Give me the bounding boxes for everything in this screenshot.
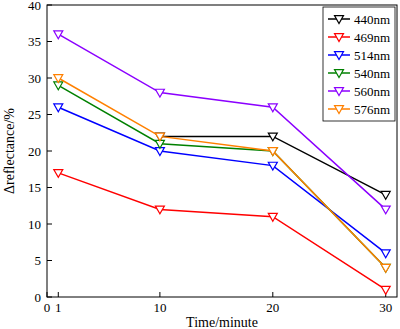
- marker: [268, 213, 277, 221]
- x-tick-label: 1: [55, 300, 62, 315]
- marker: [155, 206, 164, 214]
- y-tick-label: 15: [28, 180, 41, 195]
- data-group: [54, 31, 390, 294]
- x-tick: [159, 292, 160, 297]
- y-tick: [47, 151, 52, 152]
- marker: [268, 148, 277, 156]
- y-tick: [47, 260, 52, 261]
- legend-marker: [335, 16, 344, 24]
- y-tick: [47, 297, 52, 298]
- x-tick-label: 10: [153, 300, 166, 315]
- legend-label: 560nm: [354, 84, 390, 99]
- x-tick: [58, 292, 59, 297]
- x-tick-label: 30: [379, 300, 392, 315]
- marker: [268, 104, 277, 112]
- y-tick: [47, 114, 52, 115]
- y-tick: [47, 41, 52, 42]
- marker: [268, 133, 277, 141]
- y-tick-label: 0: [35, 290, 42, 305]
- legend-label: 576nm: [354, 102, 390, 117]
- x-tick: [272, 292, 273, 297]
- y-tick-label: 5: [35, 253, 42, 268]
- legend: 440nm 469nm 514nm 540nm 560nm 576nm: [323, 7, 395, 121]
- y-tick: [47, 224, 52, 225]
- y-axis-label: Δreflectance/%: [2, 108, 17, 194]
- marker: [381, 286, 390, 294]
- marker: [54, 170, 63, 178]
- y-tick-label: 30: [28, 71, 41, 86]
- y-tick-label: 25: [28, 107, 41, 122]
- marker: [54, 104, 63, 112]
- legend-label: 540nm: [354, 66, 390, 81]
- plot-frame: [47, 5, 397, 297]
- legend-label: 469nm: [354, 30, 390, 45]
- chart: 0 5 10 15 20 25 30 35 40 01 10 20 30 Time/minute Δrefl…: [0, 0, 400, 329]
- marker: [54, 75, 63, 83]
- legend-marker: [335, 88, 344, 96]
- legend-marker: [335, 70, 344, 78]
- y-tick: [47, 187, 52, 188]
- marker: [381, 250, 390, 258]
- y-tick-label: 35: [28, 34, 41, 49]
- legend-marker: [335, 106, 344, 114]
- y-tick-label: 20: [28, 144, 41, 159]
- series-line: [58, 78, 385, 268]
- y-tick-label: 10: [28, 217, 41, 232]
- x-tick: [47, 292, 48, 297]
- marker: [268, 162, 277, 170]
- marker: [155, 133, 164, 141]
- legend-box: [323, 7, 395, 121]
- x-tick-label: 0: [44, 300, 51, 315]
- y-tick: [47, 78, 52, 79]
- legend-label: 440nm: [354, 12, 390, 27]
- legend-label: 514nm: [354, 48, 390, 63]
- legend-marker: [335, 34, 344, 42]
- marker: [381, 191, 390, 199]
- x-axis-label: Time/minute: [186, 315, 258, 329]
- marker: [54, 31, 63, 39]
- marker: [155, 89, 164, 97]
- y-tick: [47, 5, 52, 6]
- marker: [381, 264, 390, 272]
- marker: [381, 206, 390, 214]
- marker: [381, 264, 390, 272]
- series-line: [58, 173, 385, 290]
- y-tick-label: 40: [28, 0, 41, 13]
- legend-marker: [335, 52, 344, 60]
- series-line: [58, 107, 385, 253]
- x-tick-label: 20: [266, 300, 279, 315]
